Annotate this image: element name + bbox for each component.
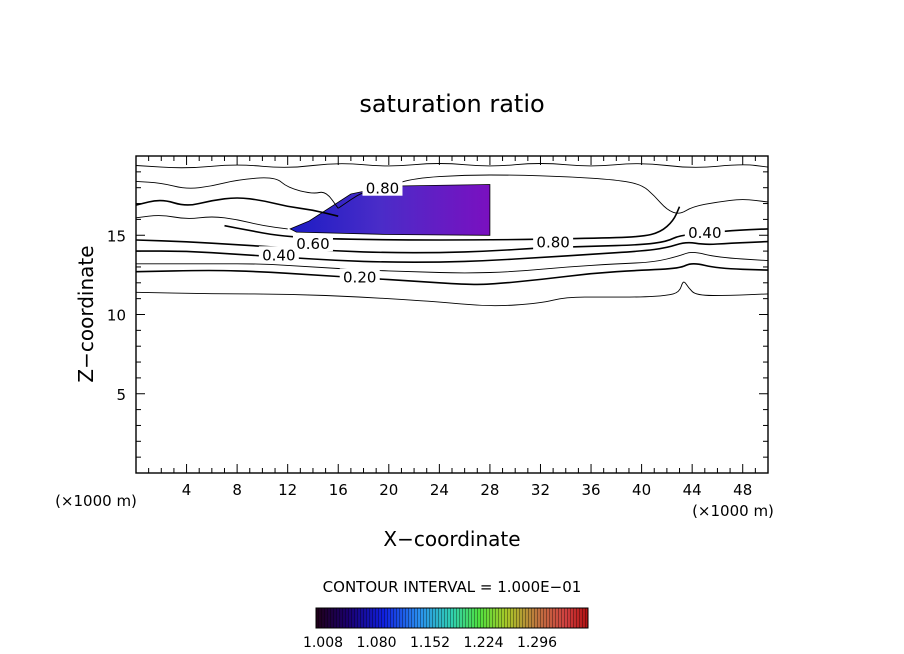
contour-label-bg-0 xyxy=(339,268,380,285)
x-tick-label-24: 24 xyxy=(430,481,449,499)
contour-line-2 xyxy=(136,252,768,274)
contour-lines xyxy=(136,163,768,307)
y-tick-labels: 5 10 15 xyxy=(107,227,126,404)
x-tick-label-32: 32 xyxy=(531,481,550,499)
x-axis-ticks xyxy=(135,156,769,473)
contour-line-0 xyxy=(136,281,768,307)
x-tick-label-20: 20 xyxy=(379,481,398,499)
colorbar-tick-4: 1.296 xyxy=(517,635,557,651)
x-tick-label-16: 16 xyxy=(329,481,348,499)
x-tick-label-48: 48 xyxy=(733,481,752,499)
contour-line-9 xyxy=(136,215,288,230)
contour-line-1 xyxy=(136,263,768,286)
colorbar-tick-0: 1.008 xyxy=(303,635,343,651)
y-tick-label-5: 5 xyxy=(116,386,126,404)
x-tick-label-28: 28 xyxy=(480,481,499,499)
x-unit-label: (×1000 m) xyxy=(692,502,774,520)
contour-label-0: 0.20 xyxy=(343,268,376,286)
x-axis-label: X−coordinate xyxy=(383,527,520,551)
contour-label-bg-3 xyxy=(292,235,333,252)
contour-line-3 xyxy=(136,240,768,264)
x-tick-label-36: 36 xyxy=(581,481,600,499)
contour-label-bg-4 xyxy=(533,233,574,250)
contour-label-3: 0.60 xyxy=(296,235,329,253)
colorbar-hatch xyxy=(316,608,588,628)
contour-label-4: 0.80 xyxy=(536,234,569,252)
y-tick-label-10: 10 xyxy=(107,307,126,325)
x-tick-label-4: 4 xyxy=(182,481,192,499)
x-tick-label-12: 12 xyxy=(278,481,297,499)
contour-line-10 xyxy=(136,163,768,169)
contour-label-bg-5 xyxy=(362,179,403,196)
chart-title: saturation ratio xyxy=(359,90,544,118)
contour-label-bg-2 xyxy=(684,224,725,241)
colorbar: 1.008 1.080 1.152 1.224 1.296 xyxy=(303,607,589,651)
x-tick-label-40: 40 xyxy=(632,481,651,499)
plot-area: 0.200.400.400.60 0.800.80 xyxy=(135,155,769,474)
y-tick-label-15: 15 xyxy=(107,227,126,245)
contour-label-5: 0.80 xyxy=(366,180,399,198)
contour-label-bg-1 xyxy=(258,246,299,263)
y-unit-label: (×1000 m) xyxy=(55,492,137,510)
y-axis-label: Z−coordinate xyxy=(74,245,98,382)
colorbar-tick-1: 1.080 xyxy=(356,635,396,651)
contour-line-8 xyxy=(136,197,339,217)
colorbar-tick-labels: 1.008 1.080 1.152 1.224 1.296 xyxy=(303,635,557,651)
x-tick-labels: 4 8 12 16 20 24 28 32 36 40 44 48 xyxy=(182,481,752,499)
contour-line-7 xyxy=(136,177,339,209)
contour-interval-text: CONTOUR INTERVAL = 1.000E−01 xyxy=(323,578,582,596)
y-axis-ticks xyxy=(136,155,768,474)
contour-line-5 xyxy=(224,206,681,241)
colorbar-frame xyxy=(315,607,589,629)
colorbar-tick-2: 1.152 xyxy=(410,635,450,651)
contour-line-4 xyxy=(136,228,768,254)
x-tick-label-44: 44 xyxy=(683,481,702,499)
contour-label-1: 0.40 xyxy=(262,246,295,264)
contour-label-2: 0.40 xyxy=(688,224,721,242)
colorbar-tick-3: 1.224 xyxy=(463,635,503,651)
contour-labels: 0.200.400.400.60 0.800.80 xyxy=(258,179,725,286)
x-tick-label-8: 8 xyxy=(232,481,242,499)
